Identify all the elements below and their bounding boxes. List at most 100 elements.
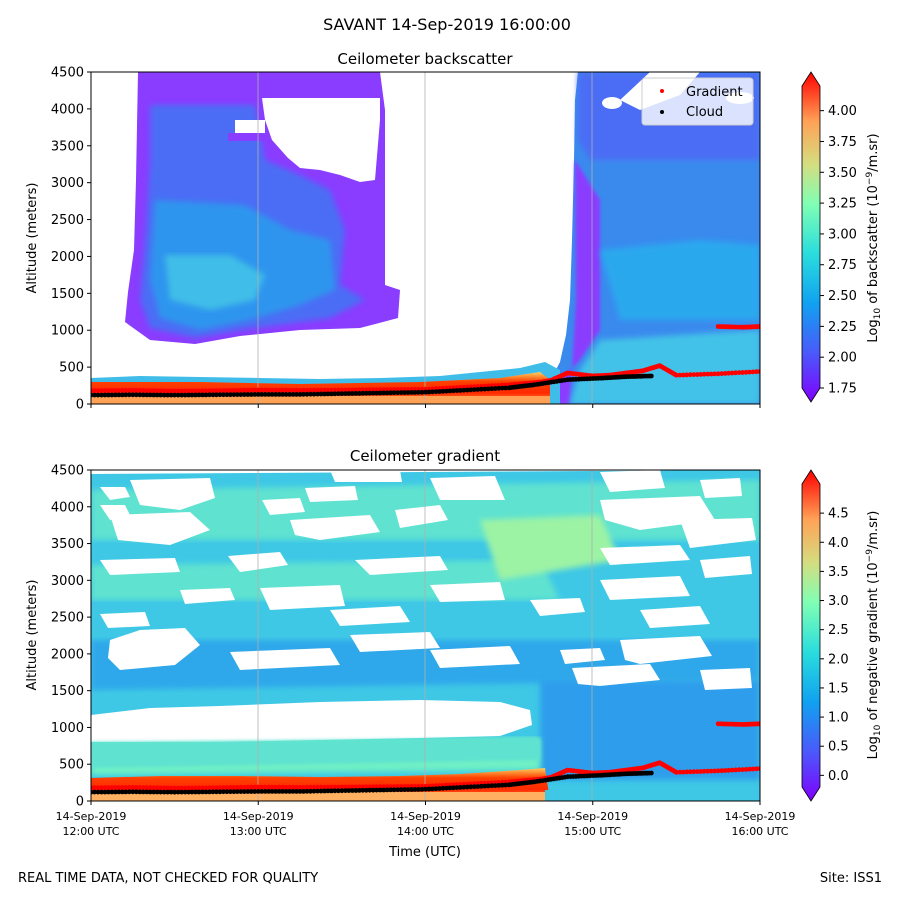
backscatter-marker-gradient	[311, 387, 317, 393]
gradient-colorbar-ramp	[801, 469, 821, 802]
gradient-marker-cloud	[290, 789, 296, 794]
gradient-marker-cloud	[416, 787, 421, 792]
backscatter-marker-cloud	[416, 389, 421, 395]
gradient-xticks: 14-Sep-2019 12:00 UTC 14-Sep-2019 13:00 UTC…	[56, 801, 795, 838]
backscatter-marker-cloud	[426, 389, 432, 395]
backscatter-marker-cloud	[412, 390, 418, 395]
backscatter-marker-gradient	[680, 372, 686, 378]
gradient-marker-gradient	[99, 785, 104, 791]
gradient-xtick-date: 14-Sep-2019	[223, 810, 294, 823]
backscatter-marker-cloud	[363, 390, 369, 396]
gradient-marker-cloud	[113, 789, 118, 795]
backscatter-marker-cloud	[423, 389, 428, 395]
gradient-marker-gradient	[346, 784, 352, 790]
gradient-marker-gradient	[133, 785, 139, 790]
backscatter-marker-gradient	[381, 387, 387, 392]
backscatter-marker-cloud	[123, 392, 129, 398]
backscatter-marker-cloud	[126, 392, 132, 398]
gradient-marker-gradient	[381, 784, 387, 790]
legend-cloud-label: Cloud	[686, 105, 723, 120]
backscatter-marker-cloud	[269, 392, 275, 397]
figure-title: SAVANT 14-Sep-2019 16:00:00	[323, 15, 571, 34]
backscatter-marker-gradient	[757, 369, 760, 374]
gradient-marker-gradient	[262, 784, 268, 790]
gradient-marker-cloud	[123, 789, 129, 795]
gradient-marker-gradient	[733, 767, 738, 773]
gradient-marker-gradient	[224, 785, 230, 790]
gradient-marker-cloud	[419, 786, 425, 792]
backscatter-marker-gradient	[172, 388, 178, 394]
gradient-xtick-time: 12:00 UTC	[62, 825, 119, 838]
gradient-marker-gradient	[339, 784, 345, 790]
backscatter-marker-gradient	[332, 387, 338, 393]
backscatter-marker-gradient	[238, 387, 244, 393]
gradient-marker-cloud	[471, 784, 477, 790]
gradient-marker-cloud	[381, 787, 387, 793]
backscatter-marker-cloud	[151, 392, 157, 398]
backscatter-marker-gradient	[269, 387, 275, 393]
gradient-marker-cloud	[346, 788, 352, 793]
gradient-marker-gradient	[231, 785, 237, 790]
gradient-marker-cloud	[172, 789, 178, 795]
backscatter-marker-gradient	[733, 370, 738, 376]
backscatter-panel: Ceilometer backscatter	[25, 50, 883, 413]
gradient-marker-cloud	[210, 789, 216, 795]
gradient-marker-gradient	[123, 785, 129, 790]
backscatter-marker-cloud	[294, 392, 299, 397]
backscatter-ytick-label: 4000	[51, 102, 84, 117]
gradient-marker-cloud	[395, 787, 400, 793]
gradient-marker-gradient	[374, 784, 380, 790]
backscatter-marker-cloud	[322, 391, 327, 397]
backscatter-colorbar-tick-label: 2.50	[828, 289, 857, 304]
gradient-marker-gradient	[273, 784, 279, 790]
backscatter-marker-gradient	[193, 388, 198, 394]
gradient-marker-gradient	[147, 785, 153, 791]
backscatter-colorbar-tick-label: 3.25	[828, 197, 857, 212]
gradient-ytick-label: 0	[76, 795, 84, 810]
gradient-marker-gradient	[228, 785, 233, 790]
backscatter-marker-cloud	[353, 391, 359, 396]
backscatter-marker-cloud	[130, 392, 136, 398]
backscatter-marker-cloud	[140, 392, 146, 398]
gradient-marker-cloud	[255, 789, 261, 794]
backscatter-ytick-label: 2000	[51, 250, 84, 265]
gradient-marker-gradient	[691, 769, 697, 775]
gradient-marker-cloud	[322, 788, 327, 794]
gradient-marker-gradient	[283, 784, 289, 790]
gradient-marker-cloud	[409, 787, 414, 792]
gradient-marker-cloud	[154, 789, 160, 795]
backscatter-marker-gradient	[701, 371, 707, 377]
gradient-marker-gradient	[287, 784, 292, 790]
gradient-marker-gradient	[356, 784, 362, 790]
backscatter-marker-gradient	[248, 387, 254, 393]
backscatter-marker-cloud	[231, 392, 237, 397]
backscatter-marker-gradient	[175, 388, 181, 394]
backscatter-marker-gradient	[715, 371, 721, 377]
backscatter-ytick-label: 3000	[51, 176, 84, 191]
gradient-marker-cloud	[217, 789, 223, 795]
backscatter-marker-cloud	[273, 392, 279, 397]
backscatter-marker-cloud	[447, 388, 453, 394]
backscatter-colorbar-tick-label: 3.75	[828, 135, 857, 150]
gradient-markers	[91, 721, 760, 795]
gradient-marker-cloud	[189, 789, 195, 795]
backscatter-marker-cloud	[207, 392, 212, 398]
gradient-marker-gradient	[318, 784, 324, 790]
backscatter-marker-cloud	[276, 392, 282, 397]
gradient-marker-gradient	[680, 769, 686, 775]
gradient-marker-gradient	[269, 784, 275, 790]
gradient-marker-cloud	[374, 787, 380, 793]
gradient-marker-gradient	[726, 767, 731, 773]
backscatter-marker-cloud	[496, 385, 502, 391]
gradient-marker-gradient	[280, 784, 285, 790]
gradient-marker-cloud	[485, 783, 491, 789]
gradient-marker-cloud	[175, 789, 181, 795]
backscatter-marker-cloud	[454, 388, 460, 393]
backscatter-marker-gradient	[102, 388, 108, 393]
gradient-marker-gradient	[743, 767, 749, 772]
gradient-marker-cloud	[461, 784, 467, 790]
backscatter-marker-cloud	[283, 392, 289, 397]
backscatter-marker-gradient	[294, 387, 299, 393]
gradient-marker-gradient	[276, 784, 282, 790]
gradient-colorbar-tick-label: 4.0	[828, 536, 849, 551]
